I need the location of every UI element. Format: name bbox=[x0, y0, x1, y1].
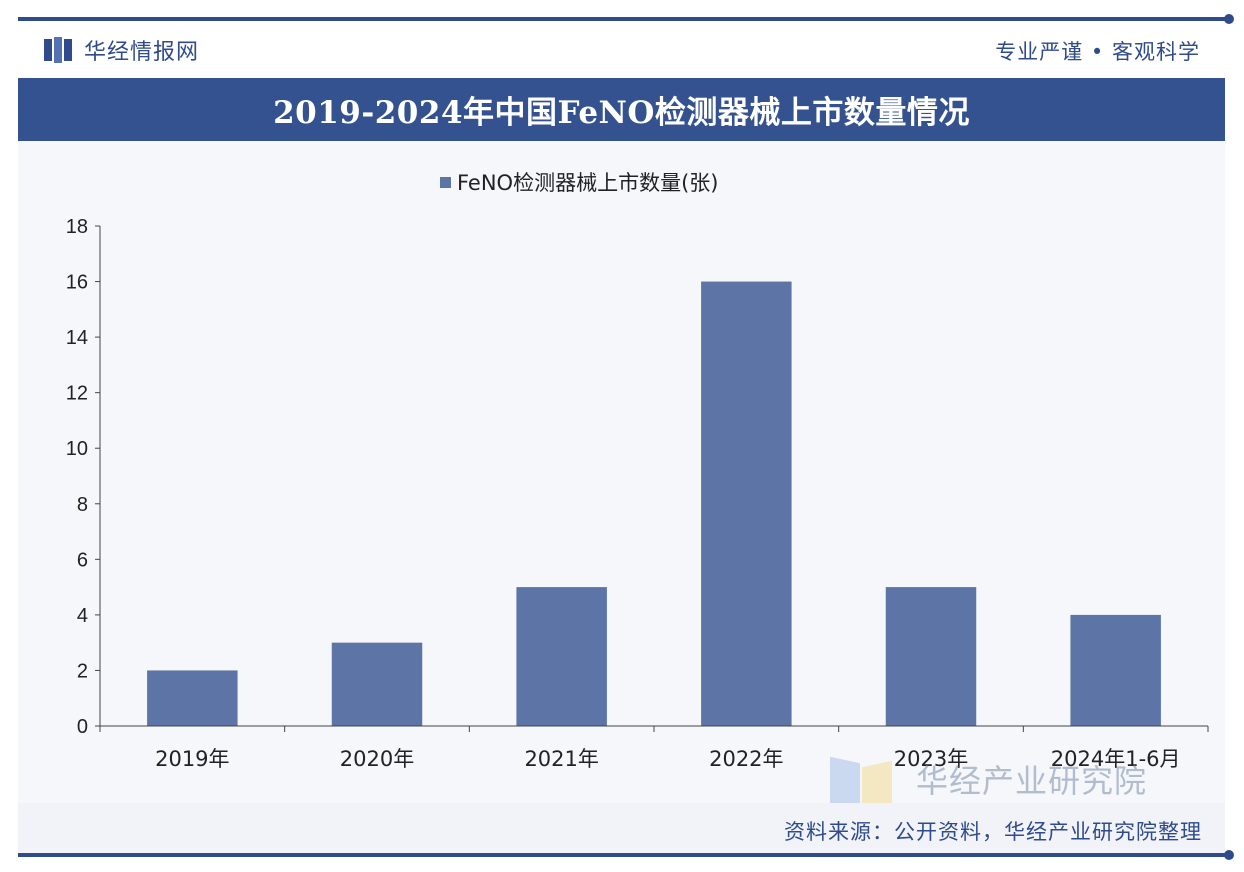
x-tick-label: 2022年 bbox=[709, 747, 783, 771]
legend-label: FeNO检测器械上市数量(张) bbox=[457, 171, 719, 195]
bar bbox=[516, 587, 607, 726]
x-tick-label: 2024年1-6月 bbox=[1051, 747, 1181, 771]
bar bbox=[147, 670, 238, 726]
y-tick-label: 14 bbox=[66, 327, 88, 349]
chart-title: 2019-2024年中国FeNO检测器械上市数量情况 bbox=[273, 95, 970, 131]
x-tick-label: 2019年 bbox=[155, 747, 229, 771]
x-tick-label: 2021年 bbox=[524, 747, 598, 771]
x-tick-label: 2020年 bbox=[340, 747, 414, 771]
y-tick-label: 12 bbox=[66, 383, 88, 405]
legend-swatch bbox=[440, 176, 451, 188]
y-tick-label: 2 bbox=[77, 660, 88, 682]
x-tick-label: 2023年 bbox=[894, 747, 968, 771]
brand-logo-icon bbox=[44, 37, 74, 63]
brand: 华经情报网 bbox=[44, 34, 199, 66]
title-bar: 2019-2024年中国FeNO检测器械上市数量情况 bbox=[18, 78, 1225, 141]
bar bbox=[331, 642, 423, 726]
brand-name: 华经情报网 bbox=[84, 40, 200, 65]
bar bbox=[701, 281, 792, 726]
source-note: 资料来源：公开资料，华经产业研究院整理 bbox=[784, 820, 1202, 844]
footer bbox=[18, 803, 1225, 853]
legend: FeNO检测器械上市数量(张) bbox=[440, 167, 718, 197]
bottom-rule bbox=[18, 850, 1234, 860]
y-tick-label: 8 bbox=[77, 494, 88, 516]
y-tick-label: 4 bbox=[77, 605, 88, 627]
y-tick-label: 6 bbox=[77, 549, 88, 571]
top-rule bbox=[18, 14, 1234, 24]
bar bbox=[1070, 614, 1161, 726]
watermark-text: 华经产业研究院 bbox=[916, 762, 1148, 800]
y-tick-label: 18 bbox=[66, 216, 88, 238]
y-tick-label: 10 bbox=[66, 438, 88, 460]
motto: 专业严谨 • 客观科学 bbox=[995, 40, 1200, 64]
y-tick-label: 0 bbox=[77, 716, 88, 738]
y-tick-label: 16 bbox=[66, 272, 88, 294]
bar bbox=[885, 587, 977, 726]
